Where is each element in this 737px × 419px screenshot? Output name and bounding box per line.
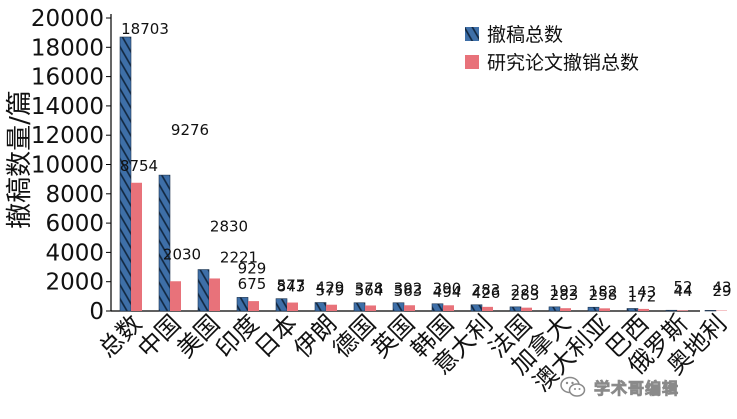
- bar-研究论文撤销总数: [560, 308, 571, 311]
- data-label: 258: [589, 286, 618, 304]
- y-tick-label: 12000: [31, 123, 104, 149]
- data-label: 192: [550, 282, 579, 300]
- wechat-icon: [560, 376, 586, 397]
- bar-研究论文撤销总数: [209, 278, 220, 311]
- data-label: 8754: [120, 157, 158, 175]
- data-label: 43: [712, 278, 731, 296]
- bar-撤稿总数: [704, 310, 717, 312]
- legend-label: 撤稿总数: [487, 24, 563, 46]
- bar-撤稿总数: [314, 302, 327, 312]
- data-label: 390: [433, 279, 462, 297]
- bar-撤稿总数: [236, 297, 249, 312]
- data-label: 29: [712, 282, 731, 300]
- bar-研究论文撤销总数: [248, 301, 259, 311]
- y-tick-label: 16000: [31, 65, 104, 91]
- data-label: 494: [433, 283, 462, 301]
- bar-撤稿总数: [470, 304, 483, 312]
- data-label: 18703: [121, 20, 169, 38]
- y-tick-label: 0: [89, 299, 104, 325]
- y-axis-title: 撤稿数量/篇: [5, 90, 35, 229]
- axes: 0 2000 4000 6000 8000 10000 12000 14000 16000 180…: [5, 6, 732, 397]
- data-label: 426: [472, 284, 501, 302]
- y-tick-label: 14000: [31, 94, 104, 120]
- bar-研究论文撤销总数: [521, 307, 532, 311]
- bar-研究论文撤销总数: [599, 308, 610, 311]
- data-label: 52: [673, 278, 692, 296]
- y-tick-label: 6000: [45, 211, 104, 237]
- data-label: 172: [628, 287, 657, 305]
- bar-撤稿总数: [119, 36, 132, 312]
- y-tick-label: 10000: [31, 153, 104, 179]
- data-label: 283: [511, 286, 540, 304]
- y-tick-label: 4000: [45, 240, 104, 266]
- y-tick-label: 18000: [31, 35, 104, 61]
- data-label: 579: [316, 282, 345, 300]
- data-label: 182: [589, 282, 618, 300]
- watermark: 学术哥编辑: [560, 372, 730, 402]
- bar-研究论文撤销总数: [170, 281, 181, 311]
- bar-研究论文撤销总数: [638, 308, 649, 311]
- data-label: 577: [277, 277, 306, 295]
- bar-撤稿总数: [509, 306, 522, 312]
- data-label: 563: [394, 282, 423, 300]
- y-tick-label: 20000: [31, 6, 104, 32]
- bar-研究论文撤销总数: [443, 305, 454, 311]
- bar-撤稿总数: [197, 269, 210, 312]
- bar-撤稿总数: [626, 308, 639, 312]
- bar-撤稿总数: [275, 298, 288, 312]
- data-label: 283: [550, 286, 579, 304]
- watermark-text: 学术哥编辑: [594, 379, 680, 399]
- data-label: 392: [394, 279, 423, 297]
- legend-swatch: [465, 27, 479, 41]
- bar-研究论文撤销总数: [404, 305, 415, 311]
- data-label: 564: [355, 282, 384, 300]
- bar-研究论文撤销总数: [326, 304, 337, 311]
- data-label: 44: [673, 282, 692, 300]
- data-label: 675: [238, 275, 267, 293]
- data-label: 283: [472, 281, 501, 299]
- data-label: 2830: [210, 218, 248, 236]
- bar-研究论文撤销总数: [287, 302, 298, 311]
- bar-撤稿总数: [431, 303, 444, 312]
- data-label: 378: [355, 279, 384, 297]
- bar-撤稿总数: [548, 306, 561, 312]
- data-label: 2030: [163, 245, 201, 263]
- data-label: 143: [628, 283, 657, 301]
- data-label: 843: [277, 278, 306, 296]
- bar-撤稿总数: [392, 302, 405, 312]
- data-label: 9276: [171, 121, 209, 139]
- bar-研究论文撤销总数: [677, 310, 688, 311]
- data-label: 228: [511, 282, 540, 300]
- legend-swatch: [465, 55, 479, 69]
- data-label: 2221: [220, 248, 258, 266]
- bar-撤稿总数: [353, 302, 366, 312]
- bar-研究论文撤销总数: [131, 182, 142, 311]
- y-tick-label: 2000: [45, 270, 104, 296]
- data-label: 429: [316, 279, 345, 297]
- bar-研究论文撤销总数: [482, 306, 493, 311]
- bar-撤稿总数: [587, 306, 600, 312]
- data-label: 929: [238, 259, 267, 277]
- legend-label: 研究论文撤销总数: [487, 52, 639, 74]
- y-tick-label: 8000: [45, 182, 104, 208]
- bar-撤稿总数: [158, 174, 171, 312]
- bar-撤稿总数: [665, 309, 678, 312]
- bar-研究论文撤销总数: [365, 305, 376, 311]
